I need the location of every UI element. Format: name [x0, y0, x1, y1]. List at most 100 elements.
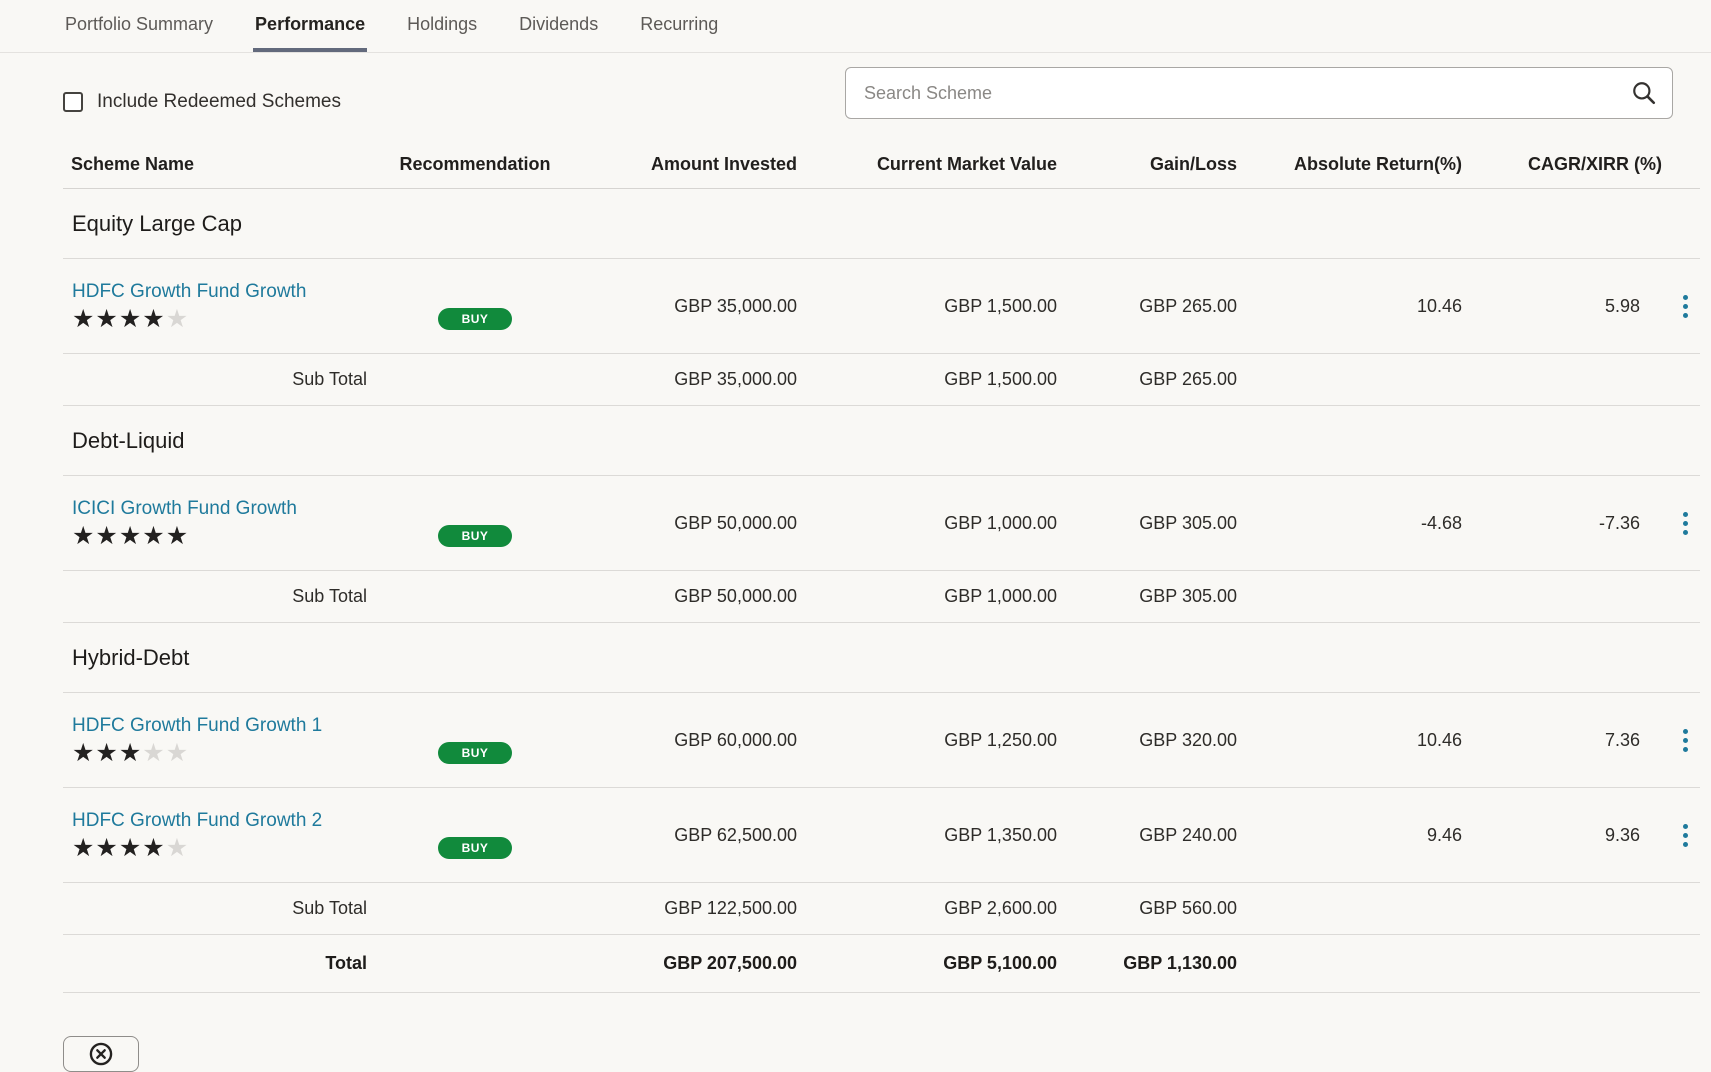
market-value-cell: GBP 5,100.00 [943, 953, 1057, 973]
subtotal-row: Sub Total GBP 35,000.00 GBP 1,500.00 GBP 26… [63, 354, 1700, 406]
tab-portfolio-summary[interactable]: Portfolio Summary [65, 14, 214, 34]
column-header: Gain/Loss [1149, 154, 1237, 174]
row-actions-cell [1670, 508, 1700, 539]
gain-loss-cell: GBP 305.00 [1139, 586, 1237, 606]
scheme-row: HDFC Growth Fund Growth 1 ★★★★★ BUY GBP 60,… [63, 693, 1700, 788]
star-filled-icon: ★ [165, 521, 190, 550]
amount-invested-cell: GBP 62,500.00 [674, 824, 797, 845]
table-header-row: Scheme Name Recommendation Amount Invested… [63, 141, 1700, 189]
column-header: Amount Invested [650, 154, 797, 174]
market-value-cell: GBP 1,500.00 [944, 369, 1057, 389]
amount-invested-cell: GBP 122,500.00 [664, 898, 797, 918]
column-header: Scheme Name [71, 154, 195, 174]
absolute-return-cell: 10.46 [1416, 729, 1462, 750]
column-header: CAGR/XIRR (%) [1528, 154, 1662, 174]
scheme-group-heading: Equity Large Cap [63, 189, 1700, 259]
buy-badge: BUY [437, 307, 513, 331]
search-scheme-box [845, 67, 1673, 119]
scheme-row: ICICI Growth Fund Growth ★★★★★ BUY GBP 50,0… [63, 476, 1700, 571]
rating-stars: ★★★★★ [72, 833, 395, 862]
star-empty-icon: ★ [165, 833, 190, 862]
row-menu-kebab-icon[interactable] [1679, 820, 1692, 851]
star-filled-icon: ★ [72, 738, 96, 767]
gain-loss-cell: GBP 265.00 [1139, 295, 1237, 316]
star-filled-icon: ★ [95, 304, 119, 333]
tab-performance[interactable]: Performance [253, 8, 368, 52]
gain-loss-cell: GBP 320.00 [1139, 729, 1237, 750]
amount-invested-cell: GBP 207,500.00 [663, 953, 797, 973]
include-redeemed-label: Include Redeemed Schemes [97, 91, 341, 112]
gain-loss-cell: GBP 1,130.00 [1123, 953, 1237, 973]
tab-recurring[interactable]: Recurring [640, 14, 719, 34]
market-value-cell: GBP 1,500.00 [944, 295, 1057, 316]
column-header: Recommendation [399, 154, 551, 174]
recommendation-cell: BUY [395, 499, 555, 548]
subtotal-row: Sub Total GBP 122,500.00 GBP 2,600.00 GBP 5… [63, 883, 1700, 935]
include-redeemed-schemes-control[interactable]: Include Redeemed Schemes [63, 91, 341, 113]
controls-row: Include Redeemed Schemes [63, 65, 1673, 121]
include-redeemed-checkbox[interactable] [63, 92, 83, 112]
cagr-xirr-cell: 9.36 [1604, 824, 1640, 845]
star-filled-icon: ★ [118, 521, 143, 550]
scheme-cell: ICICI Growth Fund Growth ★★★★★ [63, 498, 395, 549]
cagr-xirr-cell: 7.36 [1604, 729, 1640, 750]
star-filled-icon: ★ [72, 521, 96, 550]
total-label: Total [325, 953, 367, 973]
column-header: Current Market Value [876, 154, 1057, 174]
search-icon[interactable] [1631, 80, 1657, 106]
scheme-link[interactable]: ICICI Growth Fund Growth [72, 497, 297, 519]
market-value-cell: GBP 1,000.00 [944, 512, 1057, 533]
tab-holdings[interactable]: Holdings [407, 14, 478, 34]
buy-badge: BUY [437, 741, 513, 765]
amount-invested-cell: GBP 60,000.00 [674, 729, 797, 750]
absolute-return-cell: 9.46 [1426, 824, 1462, 845]
amount-invested-cell: GBP 50,000.00 [674, 512, 797, 533]
star-filled-icon: ★ [72, 304, 96, 333]
scheme-group-heading: Hybrid-Debt [63, 623, 1700, 693]
column-header: Absolute Return(%) [1294, 154, 1462, 174]
star-filled-icon: ★ [142, 833, 166, 862]
star-empty-icon: ★ [165, 738, 190, 767]
market-value-cell: GBP 1,000.00 [944, 586, 1057, 606]
total-row: Total GBP 207,500.00 GBP 5,100.00 GBP 1,130… [63, 935, 1700, 993]
scheme-link[interactable]: HDFC Growth Fund Growth 2 [72, 809, 323, 831]
search-scheme-input[interactable] [845, 67, 1673, 119]
cagr-xirr-cell: 5.98 [1604, 295, 1640, 316]
absolute-return-cell: 10.46 [1416, 295, 1462, 316]
star-filled-icon: ★ [142, 304, 166, 333]
scheme-cell: HDFC Growth Fund Growth ★★★★★ [63, 281, 395, 332]
row-menu-kebab-icon[interactable] [1679, 725, 1692, 756]
row-menu-kebab-icon[interactable] [1679, 291, 1692, 322]
star-filled-icon: ★ [95, 521, 119, 550]
star-filled-icon: ★ [118, 833, 143, 862]
scheme-cell: HDFC Growth Fund Growth 2 ★★★★★ [63, 810, 395, 861]
star-filled-icon: ★ [142, 521, 166, 550]
subtotal-label: Sub Total [292, 369, 367, 389]
scheme-link[interactable]: HDFC Growth Fund Growth [72, 280, 307, 302]
amount-invested-cell: GBP 35,000.00 [674, 369, 797, 389]
tab-bar: Portfolio Summary Performance Holdings Divi… [0, 0, 1711, 53]
gain-loss-cell: GBP 305.00 [1139, 512, 1237, 533]
tab-dividends[interactable]: Dividends [519, 14, 599, 34]
market-value-cell: GBP 1,350.00 [944, 824, 1057, 845]
close-circle-icon [89, 1042, 113, 1066]
amount-invested-cell: GBP 35,000.00 [674, 295, 797, 316]
star-empty-icon: ★ [142, 738, 166, 767]
rating-stars: ★★★★★ [72, 738, 395, 767]
market-value-cell: GBP 2,600.00 [944, 898, 1057, 918]
subtotal-row: Sub Total GBP 50,000.00 GBP 1,000.00 GBP 30… [63, 571, 1700, 623]
star-filled-icon: ★ [95, 833, 119, 862]
scheme-row: HDFC Growth Fund Growth 2 ★★★★★ BUY GBP 62,… [63, 788, 1700, 883]
row-menu-kebab-icon[interactable] [1679, 508, 1692, 539]
recommendation-cell: BUY [395, 811, 555, 860]
row-actions-cell [1670, 291, 1700, 322]
subtotal-label: Sub Total [292, 586, 367, 606]
scheme-link[interactable]: HDFC Growth Fund Growth 1 [72, 714, 323, 736]
star-filled-icon: ★ [72, 833, 96, 862]
gain-loss-cell: GBP 240.00 [1139, 824, 1237, 845]
row-actions-cell [1670, 725, 1700, 756]
amount-invested-cell: GBP 50,000.00 [674, 586, 797, 606]
star-filled-icon: ★ [118, 304, 143, 333]
subtotal-label: Sub Total [292, 898, 367, 918]
